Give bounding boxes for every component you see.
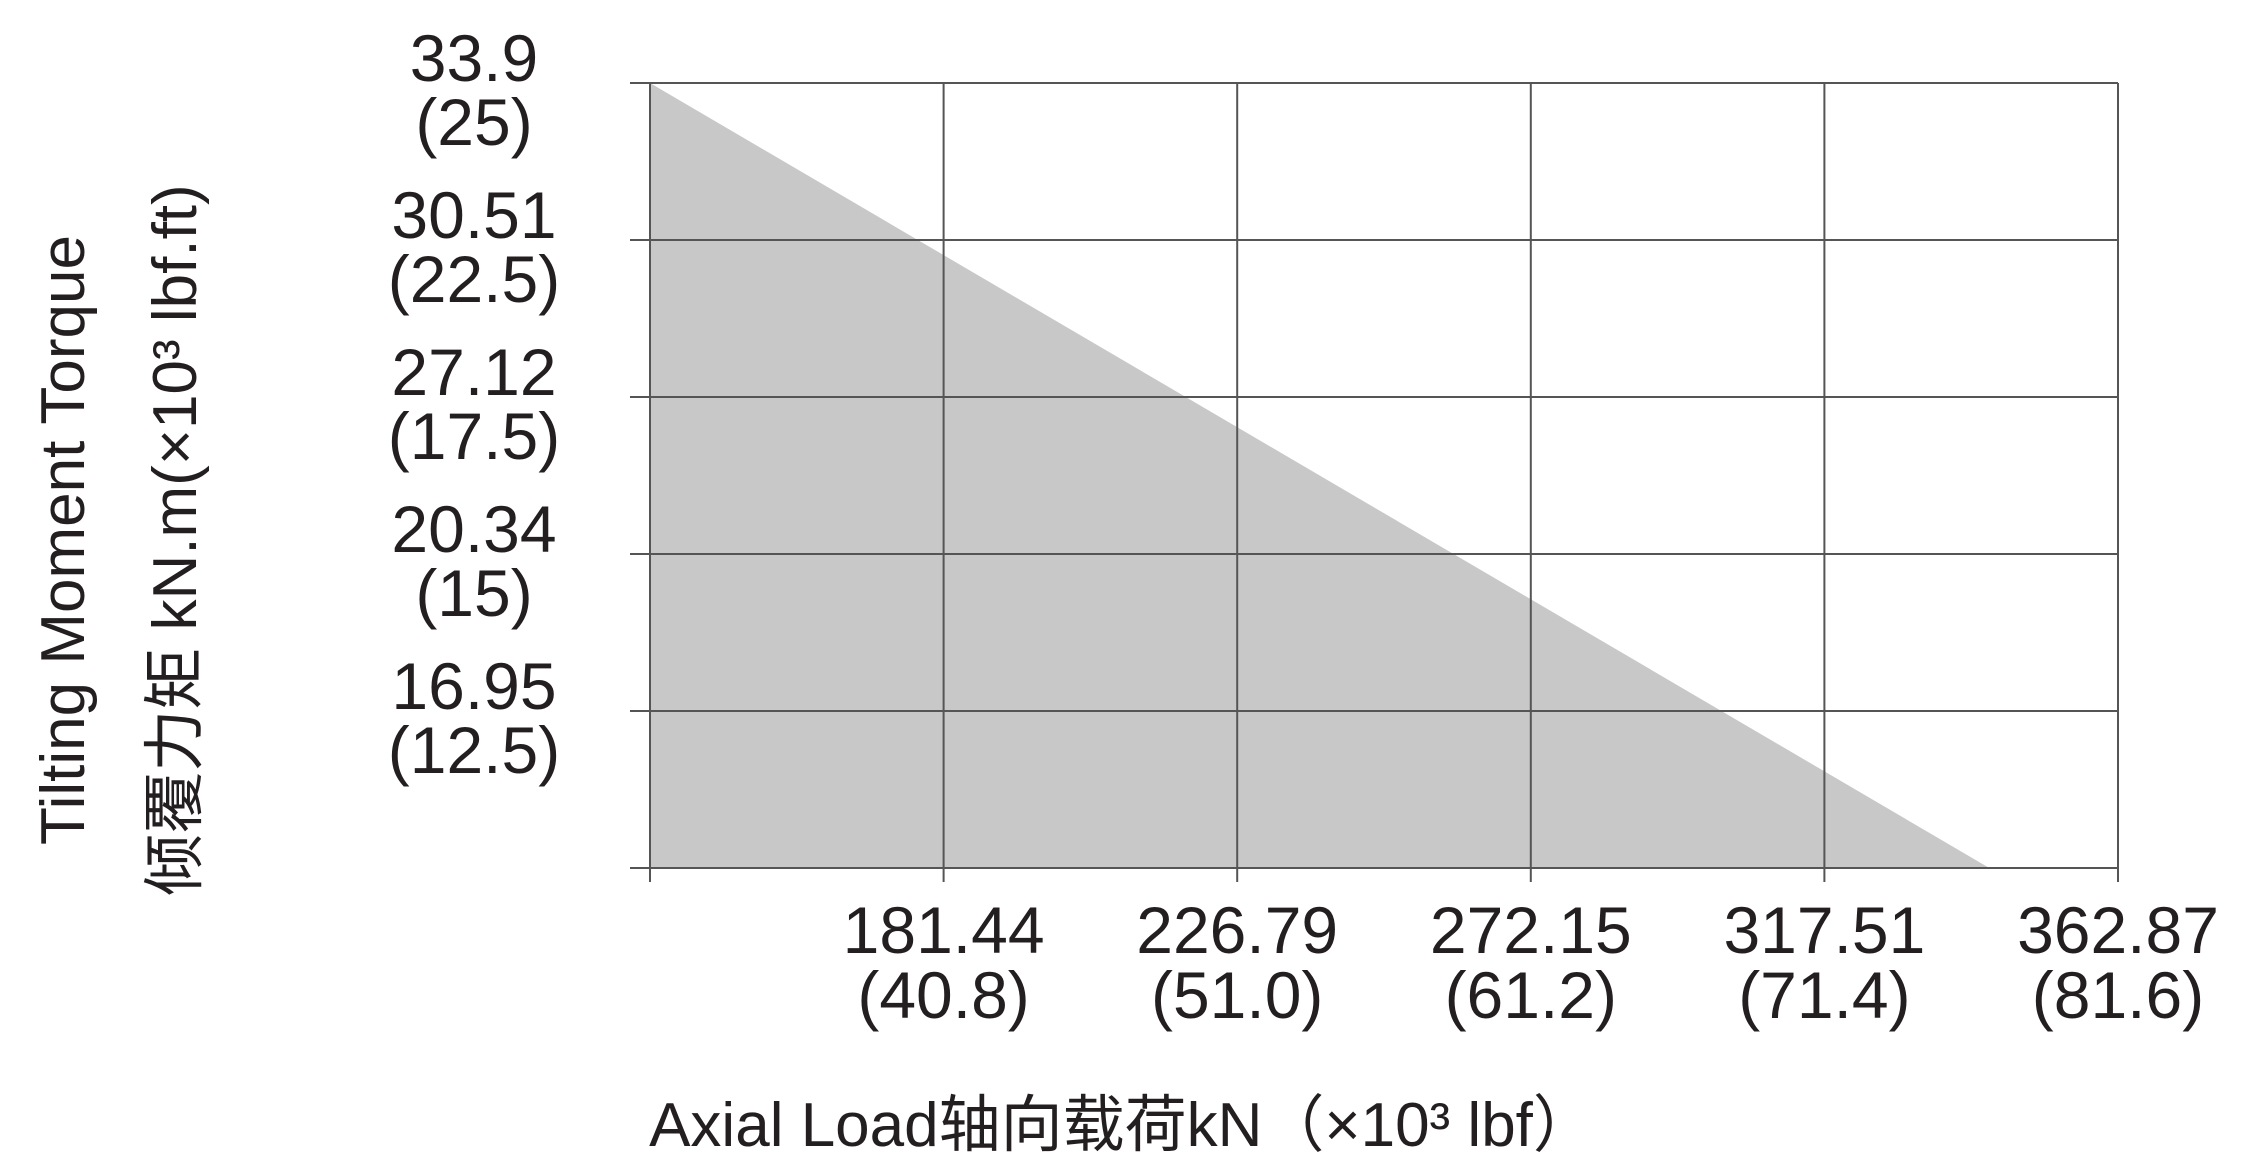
x-axis-title-group: Axial Load轴向载荷kN（×10³ lbf） <box>649 1091 1595 1160</box>
y-tick-label: 27.12 <box>391 335 556 409</box>
grid-layer <box>630 82 2119 882</box>
y-tick-label: 16.95 <box>391 649 556 723</box>
y-tick-label: 20.34 <box>391 492 556 566</box>
y-tick-sublabel: (22.5) <box>388 242 560 316</box>
y-axis-title-line1: Tilting Moment Torque <box>29 235 98 845</box>
x-tick-sublabel: (40.8) <box>857 958 1029 1032</box>
x-tick-label: 317.51 <box>1723 893 1925 967</box>
y-axis-title-group: Tilting Moment Torque 倾覆力矩 kN.m(×10³ lbf… <box>29 184 210 895</box>
x-tick-sublabel: (71.4) <box>1738 958 1910 1032</box>
x-axis-title: Axial Load轴向载荷kN（×10³ lbf） <box>649 1091 1595 1160</box>
x-tick-sublabel: (61.2) <box>1445 958 1617 1032</box>
y-tick-sublabel: (17.5) <box>388 399 560 473</box>
y-tick-sublabel: (15) <box>415 556 532 630</box>
x-tick-label: 272.15 <box>1430 893 1632 967</box>
x-tick-sublabel: (81.6) <box>2032 958 2204 1032</box>
y-tick-sublabel: (25) <box>415 85 532 159</box>
y-tick-label: 30.51 <box>391 178 556 252</box>
y-tick-sublabel: (12.5) <box>388 713 560 787</box>
safe-load-area-layer <box>650 83 1990 868</box>
x-tick-label: 181.44 <box>843 893 1045 967</box>
y-axis-title-line2: 倾覆力矩 kN.m(×10³ lbf.ft) <box>141 184 210 895</box>
x-tick-label: 362.87 <box>2017 893 2219 967</box>
y-tick-label: 33.9 <box>410 21 538 95</box>
x-tick-label: 226.79 <box>1136 893 1338 967</box>
safe-load-area <box>650 83 1990 868</box>
x-tick-sublabel: (51.0) <box>1151 958 1323 1032</box>
tick-label-layer: 181.44(40.8) 226.79(51.0) 272.15(61.2) 317.… <box>388 21 2219 1032</box>
